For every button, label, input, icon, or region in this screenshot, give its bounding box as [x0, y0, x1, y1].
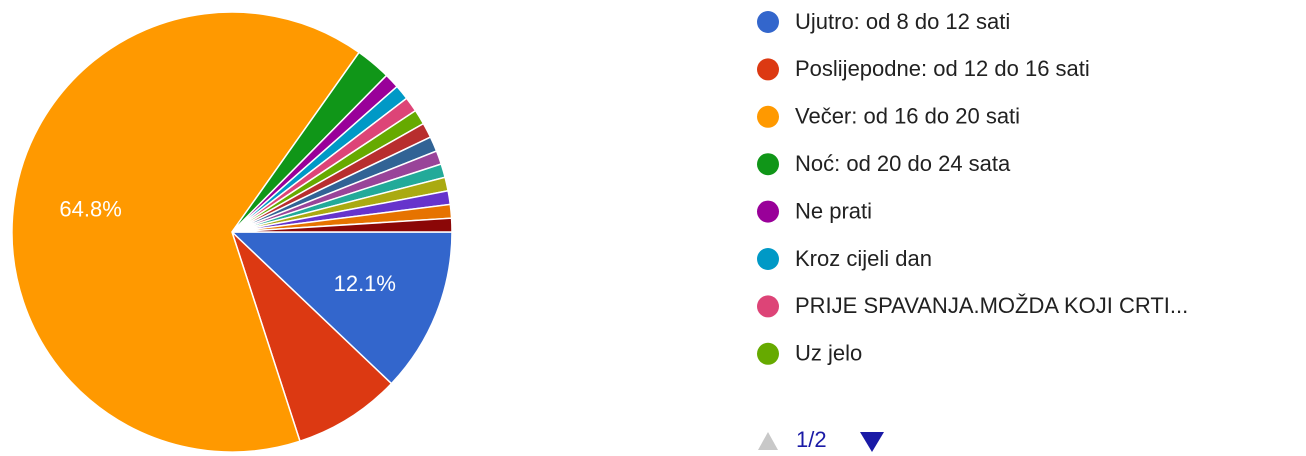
legend-label: Uz jelo	[795, 341, 862, 366]
legend-prev[interactable]	[758, 432, 778, 450]
legend-swatch	[757, 153, 779, 176]
legend-label: Ujutro: od 8 do 12 sati	[795, 9, 1010, 34]
pie-slice	[230, 231, 453, 385]
data-label: 12.1%	[334, 271, 396, 296]
pie-slice	[231, 231, 393, 443]
legend-swatch	[757, 11, 779, 33]
legend-swatch	[757, 58, 779, 81]
legend-next[interactable]	[860, 432, 884, 452]
legend-label: Večer: od 16 do 20 sati	[795, 104, 1020, 129]
legend-page: 1/2	[796, 427, 827, 452]
pie-slice	[231, 217, 453, 233]
legend-label: PRIJE SPAVANJA.MOŽDA KOJI CRTI...	[795, 293, 1188, 318]
legend-swatch	[757, 105, 779, 128]
legend-swatch	[757, 295, 779, 318]
data-label: 64.8%	[59, 196, 121, 221]
legend-label: Ne prati	[795, 198, 872, 223]
legend-label: Poslijepodne: od 12 do 16 sati	[795, 56, 1090, 81]
pie-slice	[11, 11, 361, 453]
legend-swatch	[757, 248, 779, 270]
legend-swatch	[757, 342, 779, 365]
legend-label: Kroz cijeli dan	[795, 246, 932, 271]
legend-label: Noć: od 20 do 24 sata	[795, 151, 1011, 176]
legend-swatch	[757, 200, 779, 223]
